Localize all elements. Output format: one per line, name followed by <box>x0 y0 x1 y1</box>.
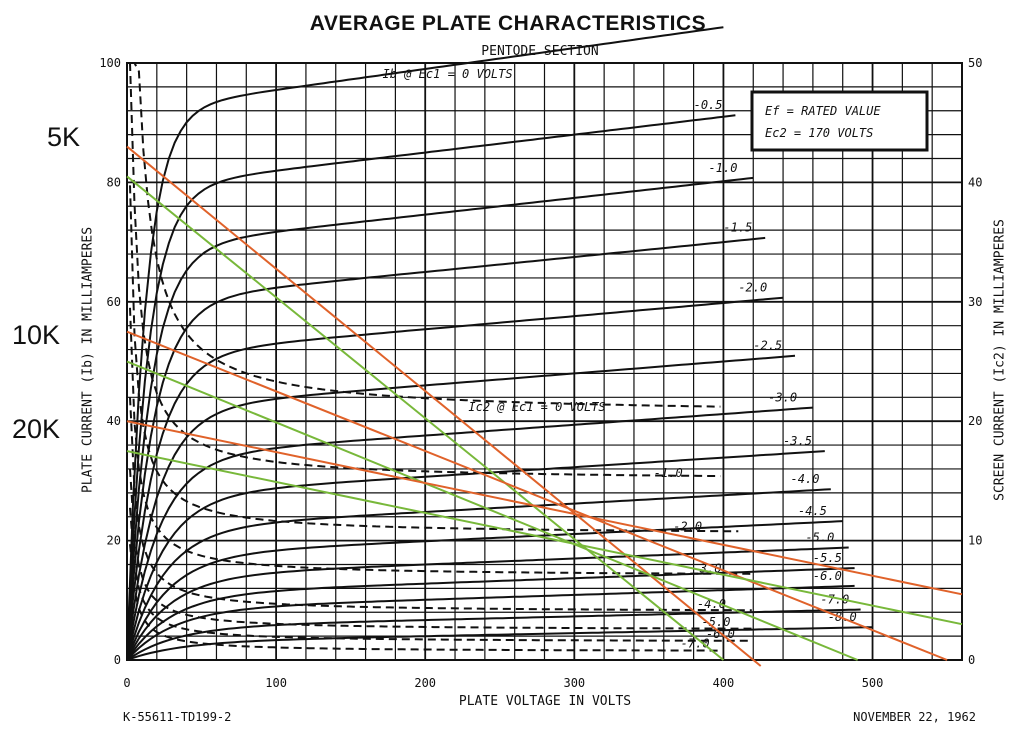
x-tick-label: 100 <box>265 676 287 690</box>
plate-curve <box>126 296 784 661</box>
chart-title: AVERAGE PLATE CHARACTERISTICS <box>309 12 707 35</box>
plate-curve <box>126 176 754 661</box>
y-tick-label-right: 50 <box>968 56 982 70</box>
plate-curve <box>126 406 813 661</box>
y-tick-label-right: 30 <box>968 295 982 309</box>
plate-curve <box>126 26 724 661</box>
screen-curve-label: -4.0 <box>697 597 726 611</box>
plate-curve-label: -2.5 <box>753 339 782 353</box>
y-axis-label-right: SCREEN CURRENT (Ic2) IN MILLIAMPERES <box>992 219 1008 501</box>
load-line <box>126 145 762 667</box>
y-tick-label-left: 20 <box>107 534 121 548</box>
plate-curve-label: -3.0 <box>768 391 797 405</box>
load-line <box>126 175 725 661</box>
screen-curve <box>130 62 721 408</box>
plate-curve <box>126 584 855 661</box>
y-tick-label-right: 10 <box>968 534 982 548</box>
plate-curve-label: -5.0 <box>805 530 834 544</box>
plate-curve-label: -1.0 <box>709 161 738 175</box>
plate-curve-label: -0.5 <box>694 98 723 112</box>
y-tick-label-left: 40 <box>107 414 121 428</box>
screen-curve <box>129 185 739 533</box>
screen-curve-label: -1.0 <box>654 466 683 480</box>
plate-curve <box>126 546 849 661</box>
plate-curve <box>126 236 766 661</box>
y-tick-label-left: 60 <box>107 295 121 309</box>
plate-curve-label: -5.5 <box>813 551 842 565</box>
conditions-box <box>750 90 929 152</box>
x-tick-label: 300 <box>563 676 585 690</box>
y-tick-label-left: 80 <box>107 175 121 189</box>
load-line <box>126 360 859 661</box>
screen-curve-label: -7.0 <box>681 637 710 651</box>
y-tick-label-right: 40 <box>968 175 982 189</box>
document-date: NOVEMBER 22, 1962 <box>853 710 976 724</box>
y-tick-label-right: 0 <box>968 653 975 667</box>
chart-subtitle: PENTODE SECTION <box>481 44 599 59</box>
plate-curve-label: -4.5 <box>798 504 827 518</box>
screen-curve <box>129 397 752 612</box>
x-tick-label: 200 <box>414 676 436 690</box>
plate-curve <box>126 488 831 661</box>
y-tick-label-right: 20 <box>968 414 982 428</box>
plate-curve-label: -2.0 <box>738 281 767 295</box>
plate-curve <box>126 608 861 661</box>
y-tick-label-left: 0 <box>114 653 121 667</box>
x-axis-label: PLATE VOLTAGE IN VOLTS <box>458 694 632 709</box>
load-label-10k: 10K <box>12 320 61 350</box>
x-tick-label: 500 <box>862 676 884 690</box>
document-code: K-55611-TD199-2 <box>123 710 232 724</box>
conditions-text: Ef = RATED VALUE <box>765 104 881 118</box>
load-line <box>126 450 963 626</box>
load-label-5k: 5K <box>47 122 81 152</box>
y-axis-label-left: PLATE CURRENT (Ib) IN MILLIAMPERES <box>80 226 96 494</box>
conditions-text: Ec2 = 170 VOLTS <box>765 126 873 140</box>
plate-curve-label: -3.5 <box>783 434 812 448</box>
plate-curve-label: -6.0 <box>813 569 842 583</box>
screen-curve <box>129 544 721 652</box>
plate-curve-label: Ib @ Ec1 = 0 VOLTS <box>383 67 513 81</box>
screen-curve-label: -5.0 <box>702 615 731 629</box>
plate-curve <box>126 626 873 661</box>
x-tick-label: 0 <box>123 676 130 690</box>
load-line <box>126 330 948 661</box>
plate-curve <box>126 520 843 661</box>
plate-curve-label: -4.0 <box>791 472 820 486</box>
x-tick-label: 400 <box>713 676 735 690</box>
plate-curve <box>126 114 736 661</box>
y-tick-label-left: 100 <box>99 56 121 70</box>
plate-curve <box>126 567 855 661</box>
screen-curve-label: -2.0 <box>673 520 702 534</box>
plate-curve-label: -1.5 <box>723 221 752 235</box>
screen-curve <box>129 62 721 478</box>
load-line <box>126 420 963 596</box>
load-label-20k: 20K <box>12 414 61 444</box>
screen-curve-label: Ic2 @ Ec1 = 0 VOLTS <box>468 400 605 414</box>
screen-curve <box>129 507 752 642</box>
